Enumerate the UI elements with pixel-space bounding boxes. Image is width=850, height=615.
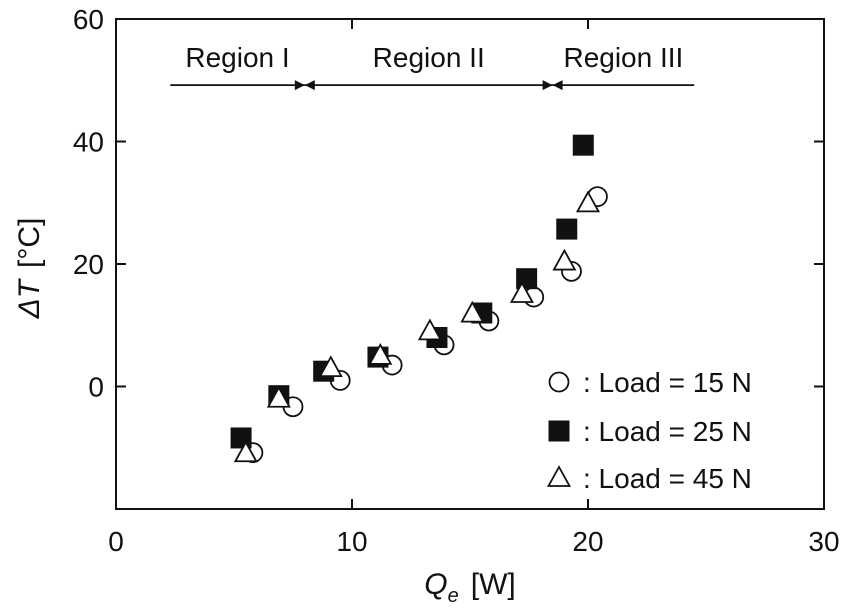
- legend-label: : Load = 45 N: [583, 463, 752, 494]
- y-tick-label: 20: [73, 249, 104, 280]
- region-annotations: Region I Region II Region III: [170, 42, 695, 91]
- region-arrowhead: [552, 80, 563, 91]
- x-tick-label: 30: [808, 526, 839, 557]
- tick-labels: 0 10 20 30 0 20 40 60: [73, 4, 840, 557]
- x-tick-label: 10: [336, 526, 367, 557]
- series-0: [242, 186, 608, 464]
- legend-marker: [548, 371, 570, 393]
- data-point: [368, 343, 393, 365]
- data-point: [417, 318, 442, 341]
- y-tick-label: 60: [73, 4, 104, 35]
- data-point: [266, 385, 291, 408]
- data-point: [509, 281, 534, 303]
- region-label: Region I: [185, 42, 289, 73]
- region-arrowhead: [304, 80, 315, 91]
- data-point: [552, 248, 577, 271]
- y-tick-label: 0: [88, 372, 104, 403]
- x-tick-label: 20: [572, 526, 603, 557]
- region-label: Region II: [373, 42, 485, 73]
- region-label: Region III: [563, 42, 683, 73]
- data-point: [572, 134, 594, 156]
- axis-ticks: [115, 18, 825, 509]
- y-tick-label: 40: [73, 127, 104, 158]
- region-arrowhead: [542, 80, 553, 91]
- legend-label: : Load = 15 N: [583, 367, 752, 398]
- data-point: [460, 300, 485, 323]
- data-point: [318, 355, 343, 378]
- data-point: [575, 190, 601, 213]
- x-axis-label: Qe [W]: [424, 568, 515, 607]
- legend-label: : Load = 25 N: [583, 416, 752, 447]
- legend: : Load = 15 N : Load = 25 N : Load = 45 N: [546, 367, 752, 494]
- data-points: [230, 134, 608, 464]
- data-point: [233, 440, 258, 463]
- y-axis-label: ΔT[°C]: [13, 218, 46, 320]
- legend-marker: [546, 465, 572, 487]
- series-2: [233, 190, 601, 463]
- region-arrowhead: [294, 80, 305, 91]
- data-point: [556, 218, 578, 240]
- x-tick-label: 0: [108, 526, 124, 557]
- legend-marker: [548, 420, 570, 442]
